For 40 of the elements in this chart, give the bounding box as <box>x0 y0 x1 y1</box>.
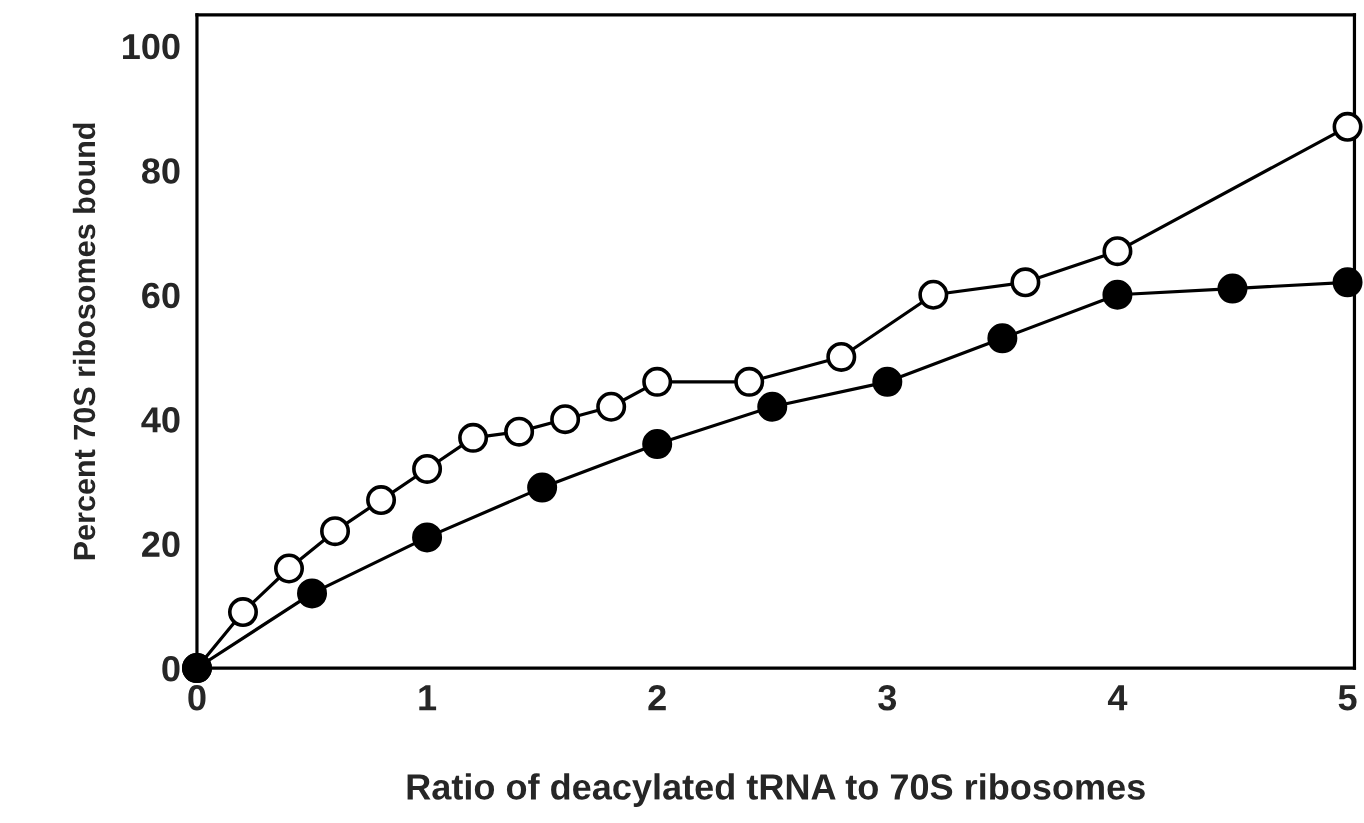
y-tick-label: 0 <box>162 655 180 682</box>
point <box>757 391 788 422</box>
x-tick-label: 1 <box>419 685 437 711</box>
point <box>987 323 1018 354</box>
point <box>1010 267 1041 298</box>
point <box>227 597 258 628</box>
point <box>872 366 903 397</box>
x-tick-label: 5 <box>1338 685 1357 711</box>
point <box>642 366 673 397</box>
point <box>527 472 558 503</box>
point <box>1332 267 1363 298</box>
point <box>297 578 328 609</box>
x-tick-label: 3 <box>878 684 897 711</box>
point <box>1102 279 1133 310</box>
y-tick-label: 40 <box>141 407 180 433</box>
y-tick-label: 60 <box>142 282 180 309</box>
x-axis-title: Ratio of deacylated tRNA to 70S ribosomes <box>407 773 1145 807</box>
point <box>366 485 397 516</box>
point <box>412 522 443 553</box>
x-tick-label: 0 <box>188 684 206 711</box>
point <box>918 279 949 310</box>
x-tick-label: 2 <box>648 684 666 711</box>
point <box>642 429 673 460</box>
point <box>458 422 489 453</box>
point <box>550 404 581 435</box>
point <box>1102 236 1133 267</box>
point <box>826 341 857 372</box>
x-tick-label: 4 <box>1107 685 1128 711</box>
point <box>504 416 535 447</box>
point <box>1332 111 1363 142</box>
point <box>734 366 765 397</box>
point <box>274 553 305 584</box>
y-axis-title: Percent 70S ribosomes bound <box>72 123 96 560</box>
y-tick-label: 100 <box>123 33 180 60</box>
point <box>1217 273 1248 304</box>
y-tick-label: 20 <box>142 531 180 558</box>
point <box>320 516 351 547</box>
point <box>412 453 443 484</box>
y-tick-label: 80 <box>141 158 180 184</box>
point <box>596 391 627 422</box>
